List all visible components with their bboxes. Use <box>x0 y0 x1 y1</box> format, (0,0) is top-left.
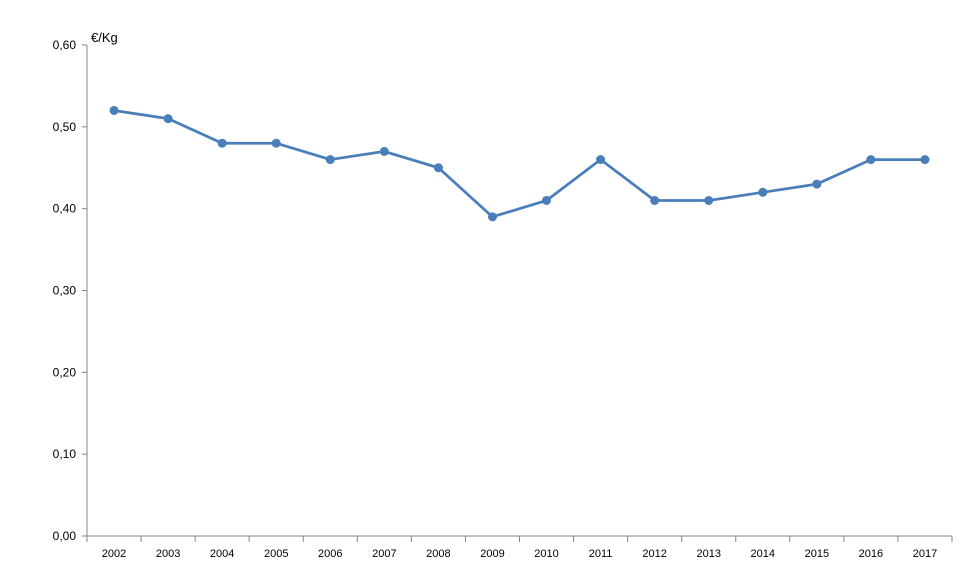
x-tick-label: 2012 <box>642 548 666 560</box>
x-tick-label: 2010 <box>534 548 558 560</box>
data-point <box>433 163 443 173</box>
x-tick-label: 2014 <box>751 548 775 560</box>
y-axis-ticks: 0,00 0,10 0,20 0,30 0,40 0,50 0,60 <box>53 38 87 543</box>
data-point <box>109 105 119 115</box>
y-tick-label: 0,20 <box>53 365 77 379</box>
data-point <box>704 195 714 205</box>
x-tick-label: 2015 <box>805 548 829 560</box>
data-point <box>487 212 497 222</box>
series-line <box>113 109 925 219</box>
data-point <box>542 195 552 205</box>
x-tick-label: 2013 <box>696 548 720 560</box>
x-axis-ticks: 2002 2003 2004 2005 2006 2007 2008 2009 2010 2011… <box>86 536 953 560</box>
x-tick-label: 2009 <box>480 548 504 560</box>
data-point <box>271 138 281 148</box>
data-point <box>596 155 606 165</box>
x-tick-label: 2006 <box>318 548 342 560</box>
series <box>109 105 930 222</box>
data-point <box>379 146 389 156</box>
data-point <box>163 114 173 124</box>
y-tick-label: 0,10 <box>53 447 77 461</box>
axes <box>86 45 952 537</box>
y-tick-label: 0,60 <box>53 38 77 52</box>
x-tick-label: 2003 <box>156 548 180 560</box>
y-tick-label: 0,00 <box>53 529 77 543</box>
y-tick-label: 0,50 <box>53 120 77 134</box>
y-tick-label: 0,40 <box>53 202 77 216</box>
x-tick-label: 2011 <box>589 548 613 560</box>
data-point <box>758 187 768 197</box>
y-axis-label: €/Kg <box>91 30 118 45</box>
x-tick-label: 2005 <box>264 548 288 560</box>
y-tick-label: 0,30 <box>53 284 77 298</box>
x-tick-label: 2007 <box>372 548 396 560</box>
x-tick-label: 2002 <box>102 548 126 560</box>
x-tick-label: 2004 <box>210 548 234 560</box>
x-tick-label: 2008 <box>426 548 450 560</box>
x-tick-label: 2017 <box>913 548 937 560</box>
data-point <box>866 155 876 165</box>
data-point <box>812 179 822 189</box>
data-point <box>650 195 660 205</box>
data-point <box>325 155 335 165</box>
data-point <box>217 138 227 148</box>
data-point <box>920 155 930 165</box>
x-tick-label: 2016 <box>859 548 883 560</box>
